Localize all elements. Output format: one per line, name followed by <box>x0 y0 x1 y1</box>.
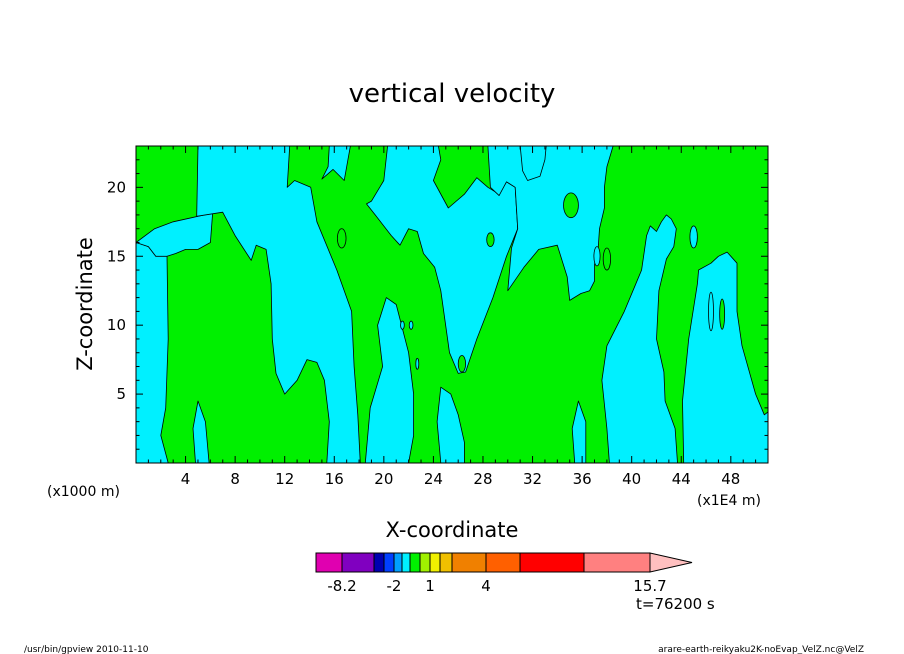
x-unit-right: (x1E4 m) <box>697 493 761 509</box>
colorbar-label: 1 <box>425 577 435 595</box>
colorbar-swatch <box>439 552 453 573</box>
y-tick-label: 20 <box>107 178 126 196</box>
plot-frame <box>135 145 769 464</box>
y-tick-label: 5 <box>116 385 126 403</box>
x-tick-label: 44 <box>672 470 691 488</box>
cyan-island-6 <box>415 357 420 370</box>
colorbar-label: -2 <box>387 577 402 595</box>
colorbar-arrow <box>649 552 693 573</box>
contour-regions <box>136 146 768 463</box>
plot-area <box>136 146 768 463</box>
colorbar-swatch <box>341 552 375 573</box>
x-tick-label: 32 <box>523 470 542 488</box>
colorbar-swatch <box>583 552 651 573</box>
x-tick-label: 28 <box>473 470 492 488</box>
cyan-island-3 <box>708 291 714 332</box>
x-tick-label: 20 <box>374 470 393 488</box>
cyan-region-4 <box>196 146 361 463</box>
cyan-region-13 <box>682 251 768 463</box>
colorbar-swatch <box>451 552 487 573</box>
colorbar-swatch <box>393 552 403 573</box>
cyan-region-9 <box>487 146 614 301</box>
footer-right: arare-earth-reikyaku2K-noEvap_VelZ.nc@Ve… <box>658 645 864 654</box>
colorbar-swatch <box>383 552 395 573</box>
green-island-5 <box>457 355 467 373</box>
y-axis-label: Z-coordinate <box>73 237 97 371</box>
cyan-island-5 <box>408 320 414 330</box>
x-axis-label: X-coordinate <box>386 518 519 542</box>
y-tick-label: 15 <box>107 247 126 265</box>
cyan-island-4 <box>400 320 405 330</box>
x-tick-label: 12 <box>275 470 294 488</box>
colorbar <box>315 552 693 573</box>
cyan-region-7 <box>364 297 415 463</box>
x-tick-label: 36 <box>573 470 592 488</box>
colorbar-swatch <box>409 552 421 573</box>
time-label: t=76200 s <box>636 595 715 613</box>
x-tick-label: 8 <box>230 470 240 488</box>
y-tick-label: 10 <box>107 316 126 334</box>
green-island-4 <box>602 247 612 271</box>
x-tick-label: 4 <box>181 470 191 488</box>
colorbar-label: 15.7 <box>633 577 666 595</box>
colorbar-swatch <box>315 552 343 573</box>
colorbar-swatch <box>401 552 411 573</box>
y-axis-ticks: 5 10 15 20 <box>107 159 768 450</box>
colorbar-swatch <box>373 552 385 573</box>
colorbar-labels: -8.2 -2 1 4 15.7 <box>327 577 666 595</box>
cyan-region-2 <box>136 210 214 257</box>
x-axis-ticks: 4 8 12 16 20 24 28 32 36 40 44 48 <box>147 146 757 488</box>
colorbar-swatch <box>485 552 521 573</box>
x-tick-label: 24 <box>424 470 443 488</box>
chart-title: vertical velocity <box>349 79 556 109</box>
cyan-island-2 <box>593 246 601 267</box>
colorbar-label: -8.2 <box>327 577 356 595</box>
green-island-1 <box>336 228 347 249</box>
colorbar-label: 4 <box>481 577 491 595</box>
cyan-region-10 <box>519 146 547 181</box>
x-tick-label: 48 <box>721 470 740 488</box>
footer-left: /usr/bin/gpview 2010-11-10 <box>24 645 149 654</box>
x-tick-label: 16 <box>325 470 344 488</box>
colorbar-swatch <box>429 552 441 573</box>
cyan-region-5 <box>321 146 351 181</box>
green-island-2 <box>563 192 579 219</box>
cyan-region-6 <box>366 146 519 374</box>
green-island-3 <box>486 232 495 248</box>
x-unit-left: (x1000 m) <box>47 484 120 500</box>
green-island-6 <box>719 298 726 330</box>
cyan-region-12 <box>601 214 678 463</box>
cyan-region-11 <box>571 400 587 463</box>
cyan-region-3 <box>192 400 210 463</box>
contour-islands <box>336 192 726 373</box>
colorbar-swatch <box>419 552 431 573</box>
cyan-island-1 <box>689 225 698 249</box>
cyan-region-8 <box>436 386 465 463</box>
colorbar-swatch <box>519 552 585 573</box>
x-tick-label: 40 <box>622 470 641 488</box>
